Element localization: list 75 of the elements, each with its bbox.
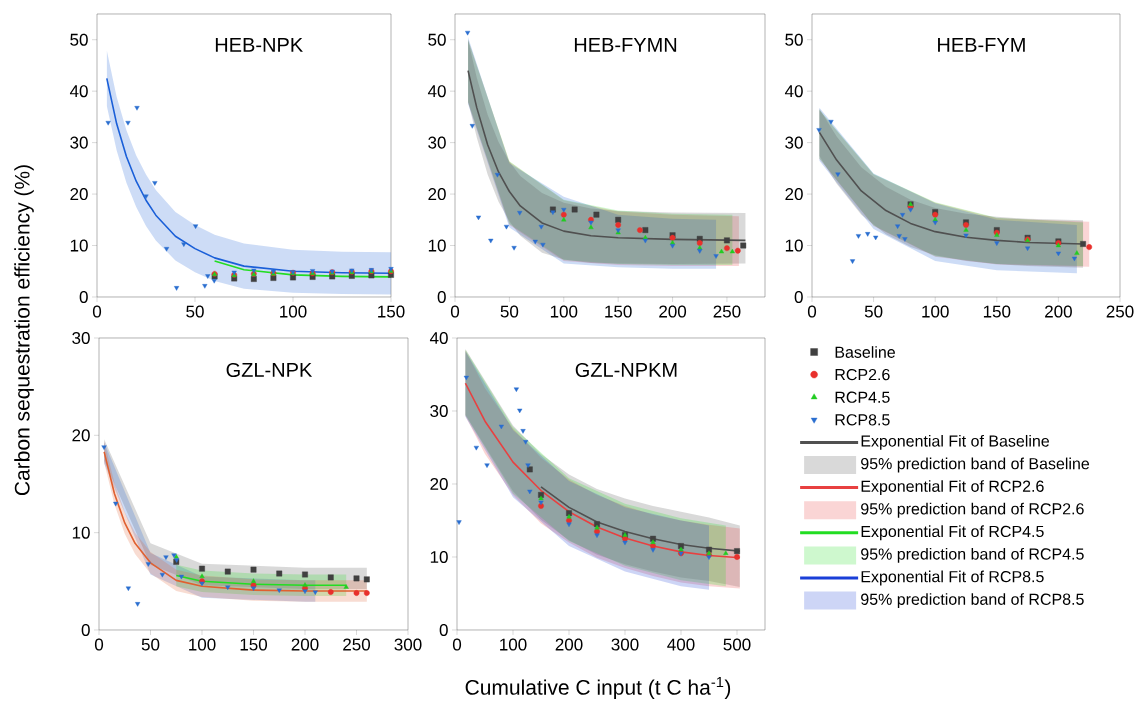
x-tick-label: 250 bbox=[343, 638, 371, 651]
x-tick-label: 0 bbox=[94, 638, 104, 651]
text: GZL-NPKM bbox=[575, 362, 677, 378]
x-tick-label: 250 bbox=[1106, 305, 1134, 318]
x-tick-label: 100 bbox=[922, 305, 949, 318]
y-tick-label: 0 bbox=[81, 623, 90, 637]
y-tick-label: 50 bbox=[70, 33, 88, 46]
y-tick-label: 0 bbox=[79, 290, 88, 304]
legend-label: Exponential Fit of RCP8.5 bbox=[861, 570, 1044, 586]
x-tick-label: 200 bbox=[659, 305, 687, 318]
x-tick-label: 150 bbox=[240, 638, 268, 651]
legend-label: Exponential Fit of Baseline bbox=[861, 434, 1050, 450]
y-tick-label: 10 bbox=[428, 239, 446, 252]
y-tick-label: 10 bbox=[430, 550, 448, 564]
y-tick-label: 0 bbox=[439, 623, 448, 637]
text: 95% prediction band of RCP8.5 bbox=[861, 593, 1084, 609]
x-tick-label: 0 bbox=[807, 305, 817, 318]
x-tick-label: 100 bbox=[500, 638, 527, 651]
x-tick-label: 300 bbox=[611, 638, 639, 651]
x-tick-label: 200 bbox=[1045, 305, 1072, 318]
y-tick-label: 50 bbox=[428, 33, 446, 46]
text: HEB-FYM bbox=[938, 37, 1025, 52]
x-tick-label: 200 bbox=[291, 638, 319, 651]
x-tick-label: 250 bbox=[713, 305, 741, 318]
y-tick-label: 10 bbox=[785, 239, 803, 252]
text: 95% prediction band of RCP2.6 bbox=[861, 502, 1084, 518]
y-tick-label: 10 bbox=[70, 239, 88, 252]
y-tick-label: 0 bbox=[794, 290, 803, 304]
y-tick-label: 20 bbox=[72, 429, 90, 442]
y-tick-label: 40 bbox=[429, 331, 448, 345]
y-tick-label: 40 bbox=[784, 85, 803, 98]
legend-label: RCP8.5 bbox=[835, 414, 890, 426]
x-tick-label: 100 bbox=[280, 305, 307, 318]
x-tick-label: 300 bbox=[394, 638, 422, 651]
x-tick-label: 0 bbox=[452, 638, 462, 651]
x-tick-label: 100 bbox=[550, 305, 578, 318]
x-tick-label: 50 bbox=[186, 305, 204, 318]
y-tick-label: 30 bbox=[70, 136, 88, 149]
x-tick-label: 0 bbox=[450, 305, 460, 318]
text: GZL-NPK bbox=[226, 362, 313, 378]
x-tick-label: 150 bbox=[605, 305, 632, 318]
y-tick-label: 40 bbox=[427, 85, 446, 98]
y-tick-label: 20 bbox=[70, 188, 88, 201]
y-axis-title: Carbon sequestration efficiency (%) bbox=[14, 165, 34, 496]
x-tick-label: 150 bbox=[378, 305, 405, 318]
x-axis-title: Cumulative C input (t C ha$^{-1}$) bbox=[465, 676, 731, 699]
text: 95% prediction band of Baseline bbox=[861, 457, 1090, 473]
legend-label: RCP2.6 bbox=[835, 368, 890, 381]
text: HEB-FYMN bbox=[574, 37, 677, 52]
y-tick-label: 20 bbox=[430, 477, 448, 491]
x-tick-label: 50 bbox=[864, 305, 883, 318]
legend-label: Baseline bbox=[835, 346, 895, 358]
x-tick-label: 50 bbox=[500, 305, 519, 318]
x-tick-label: 100 bbox=[189, 638, 216, 651]
x-tick-label: 500 bbox=[723, 638, 751, 651]
y-tick-label: 30 bbox=[785, 136, 803, 149]
legend-label: Exponential Fit of RCP4.5 bbox=[861, 525, 1044, 541]
y-tick-label: 10 bbox=[72, 526, 90, 539]
x-tick-label: 0 bbox=[92, 305, 102, 318]
x-tick-label: 200 bbox=[555, 638, 583, 651]
x-tick-label: 50 bbox=[141, 638, 160, 651]
y-tick-label: 30 bbox=[430, 404, 448, 418]
y-tick-label: 20 bbox=[428, 188, 446, 201]
x-tick-label: 400 bbox=[667, 638, 695, 651]
legend-label: RCP4.5 bbox=[835, 391, 890, 403]
y-tick-label: 30 bbox=[428, 136, 446, 149]
y-tick-label: 20 bbox=[785, 188, 803, 201]
x-tick-label: 150 bbox=[983, 305, 1011, 318]
y-tick-label: 0 bbox=[437, 290, 446, 304]
text: 95% prediction band of RCP4.5 bbox=[861, 547, 1084, 563]
text: HEB-NPK bbox=[215, 37, 303, 52]
y-tick-label: 30 bbox=[72, 331, 90, 345]
legend-label: Exponential Fit of RCP2.6 bbox=[861, 480, 1044, 496]
y-tick-label: 50 bbox=[785, 33, 803, 46]
y-tick-label: 40 bbox=[69, 85, 88, 98]
